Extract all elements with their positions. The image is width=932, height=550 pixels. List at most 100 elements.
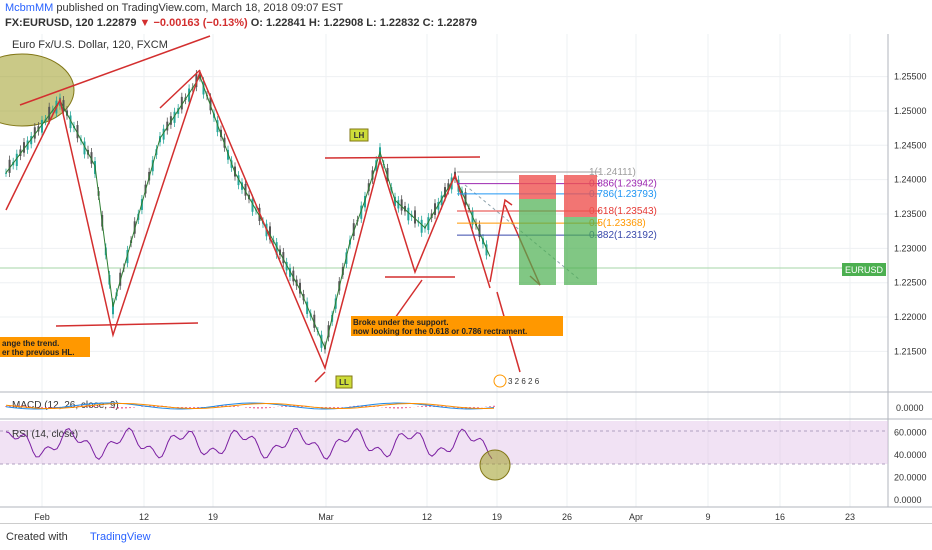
arrow-up-path — [489, 198, 513, 283]
time-tick: Feb — [34, 512, 50, 522]
price-tick: 1.22000 — [894, 312, 927, 322]
ohlc-values: O: 1.22841 H: 1.22908 L: 1.22832 C: 1.22… — [250, 17, 477, 29]
price-tick: 1.25000 — [894, 106, 927, 116]
candle-body — [414, 210, 416, 224]
candle-body — [173, 111, 176, 123]
fib-label: 1(1.24111) — [589, 167, 636, 178]
fib-label: 0.382(1.23192) — [589, 230, 657, 241]
candle-body — [15, 153, 18, 166]
macd-series — [5, 402, 495, 410]
arrow-line-1 — [19, 35, 211, 106]
price-tick: 1.25500 — [894, 72, 927, 82]
price-series — [5, 75, 491, 350]
candle-body — [407, 207, 410, 221]
events-row[interactable]: 3 2 6 2 6 — [508, 377, 540, 386]
candle-body — [112, 302, 114, 315]
candle-body — [62, 100, 65, 112]
time-tick: 26 — [562, 512, 572, 522]
target-box-2 — [564, 217, 597, 285]
candle-body — [320, 334, 323, 348]
time-tick: Mar — [318, 512, 334, 522]
author-link[interactable]: McbmMM — [5, 2, 54, 14]
lh-resistance-line — [324, 156, 481, 159]
candle-body — [275, 242, 278, 255]
price-tick: 1.23000 — [894, 243, 927, 253]
candle-body — [5, 172, 7, 174]
stop-box-2 — [564, 175, 597, 217]
candle-body — [48, 106, 51, 121]
publish-line: McbmMM published on TradingView.com, Mar… — [5, 2, 343, 14]
symbol-tag: EURUSD — [845, 265, 884, 275]
time-tick: 16 — [775, 512, 785, 522]
signal-line — [5, 403, 495, 409]
candle-body — [292, 270, 295, 282]
candle-body — [202, 81, 205, 95]
candle-body — [485, 244, 488, 256]
candle-body — [352, 223, 355, 236]
candle-body — [169, 116, 172, 125]
left-note-2: er the previous HL. — [2, 348, 74, 357]
candle-body — [299, 282, 301, 294]
rsi-ellipse — [479, 449, 511, 481]
candle-body — [282, 252, 285, 264]
rsi-band — [0, 421, 888, 464]
rsi-tick: 0.0000 — [894, 495, 922, 505]
tradingview-logo[interactable]: TradingView — [90, 531, 151, 543]
left-note-box — [0, 337, 90, 357]
time-tick: 19 — [208, 512, 218, 522]
candle-body — [90, 152, 93, 164]
candle-body — [26, 140, 29, 150]
candle-body — [464, 192, 467, 206]
candle-body — [19, 149, 22, 156]
candle-body — [180, 96, 183, 110]
candle-body — [404, 206, 406, 212]
time-tick: 19 — [492, 512, 502, 522]
candle-body — [289, 267, 291, 277]
candle-body — [306, 301, 309, 314]
created-with: Created with — [6, 531, 68, 543]
price-tick: 1.24000 — [894, 175, 927, 185]
candle-body — [360, 205, 363, 219]
price-tick: 1.23500 — [894, 209, 927, 219]
chart-header: McbmMM published on TradingView.com, Mar… — [0, 0, 932, 34]
candle-body — [244, 183, 247, 196]
events-icon[interactable] — [493, 374, 507, 388]
candle-body — [216, 120, 219, 133]
candle-body — [83, 141, 86, 155]
price-tick: 1.24500 — [894, 140, 927, 150]
break-note-box — [351, 316, 563, 336]
candle-body — [8, 159, 11, 173]
candle-body — [478, 224, 481, 238]
left-note-1: ange the trend. — [2, 339, 59, 348]
fib-label: 0.618(1.23543) — [589, 206, 657, 217]
candle-body — [440, 195, 443, 206]
candle-body — [188, 88, 191, 102]
chart-canvas[interactable]: Euro Fx/U.S. Dollar, 120, FXCM 1.25500 1.… — [0, 34, 932, 524]
candle-body — [76, 125, 79, 139]
break-note-1: Broke under the support. — [353, 318, 449, 327]
candle-body — [397, 200, 400, 209]
support-line — [55, 322, 199, 327]
candle-body — [251, 198, 254, 212]
candle-body — [394, 196, 396, 206]
candle-body — [23, 142, 25, 153]
down-arrow-icon: ▼ — [139, 17, 151, 29]
time-tick: 12 — [139, 512, 149, 522]
break-note-2: now looking for the 0.618 or 0.786 rectr… — [353, 327, 527, 336]
candle-body — [162, 128, 165, 140]
candle-body — [444, 187, 446, 198]
symbol-label: FX:EURUSD, 120 — [5, 17, 94, 29]
rsi-tick: 20.0000 — [894, 472, 927, 482]
candle-body — [166, 121, 169, 131]
candle-body — [313, 314, 316, 328]
stop-box-1 — [519, 175, 556, 199]
chart-title: Euro Fx/U.S. Dollar, 120, FXCM — [12, 39, 168, 51]
published-text: published on TradingView.com, March 18, … — [56, 2, 343, 14]
target-box-1 — [519, 199, 556, 285]
ll-box — [335, 375, 353, 389]
time-tick: 12 — [422, 512, 432, 522]
price-tick: 1.21500 — [894, 346, 927, 356]
candle-body — [427, 217, 430, 231]
price-tick: 1.22500 — [894, 278, 927, 288]
fib-label: 0.5(1.23368) — [589, 218, 646, 229]
